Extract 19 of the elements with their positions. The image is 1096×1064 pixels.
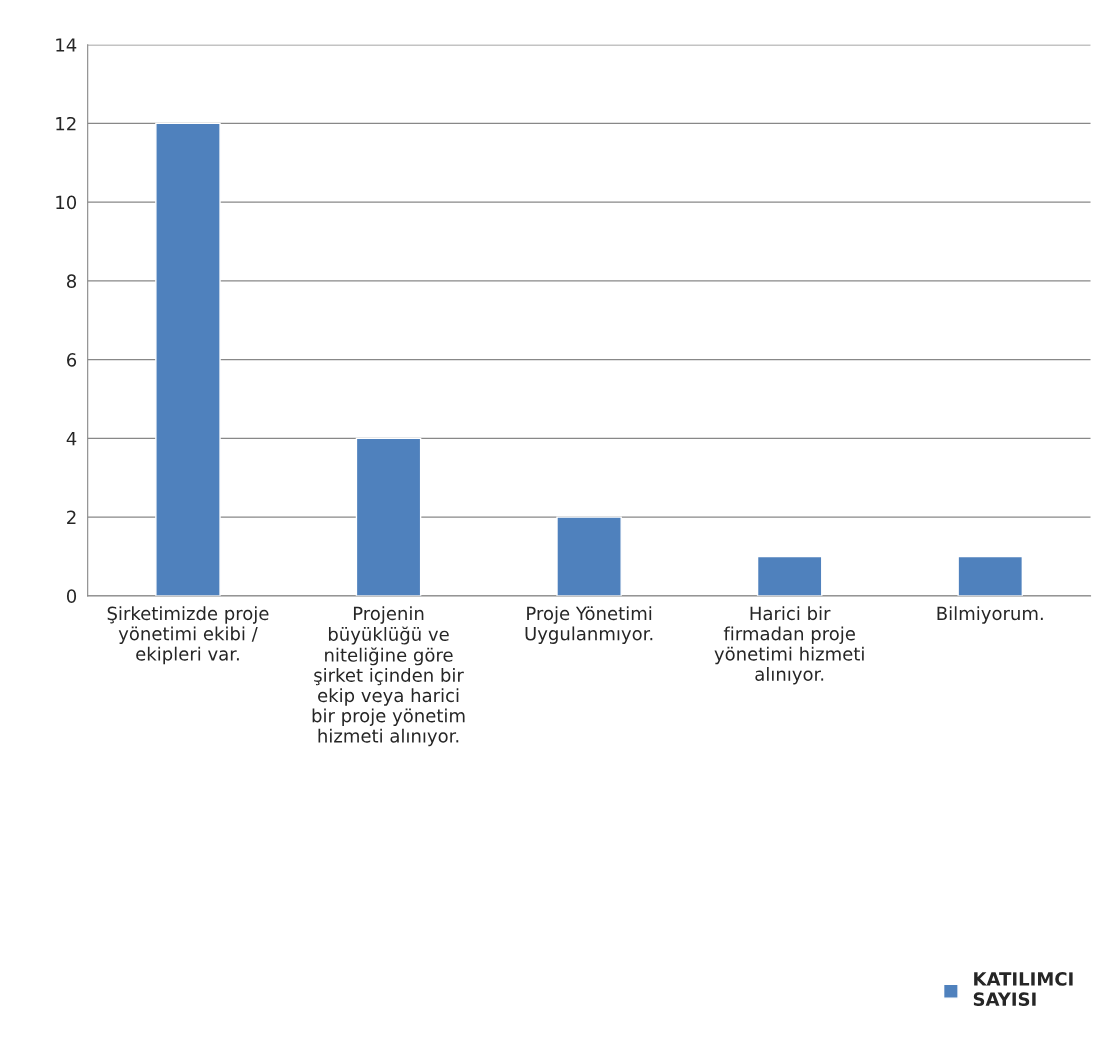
- x-tick-label: Bilmiyorum.: [937, 606, 1043, 624]
- bar: [155, 122, 221, 596]
- legend-label: KATILIMCI SAYISI: [973, 972, 1073, 1006]
- bar: [957, 555, 1024, 596]
- x-tick-label: Harici bir firmadan proje yönetimi hizmeti alınıyor.: [714, 606, 864, 685]
- x-tick-label: Projenin büyüklüğü ve niteliğine göre şirket içinden bir ekip veya harici bir proje yönetim hizmeti alınıyor.: [312, 606, 465, 747]
- x-tick-label: Şirketimizde proje yönetimi ekibi / ekipleri var.: [107, 606, 269, 665]
- y-tick-label: 6: [67, 353, 77, 367]
- bar: [756, 555, 823, 596]
- x-tick-label: Proje Yönetimi Uygulanmıyor.: [525, 606, 653, 644]
- y-tick-label: 8: [67, 274, 77, 289]
- y-tick-label: 14: [56, 38, 77, 52]
- y-tick-label: 10: [56, 195, 77, 210]
- y-tick-label: 4: [66, 432, 77, 446]
- bar: [355, 437, 422, 596]
- y-tick-label: 0: [66, 589, 77, 603]
- y-tick-label: 2: [67, 510, 76, 524]
- bar: [556, 516, 622, 596]
- y-tick-label: 12: [56, 116, 76, 131]
